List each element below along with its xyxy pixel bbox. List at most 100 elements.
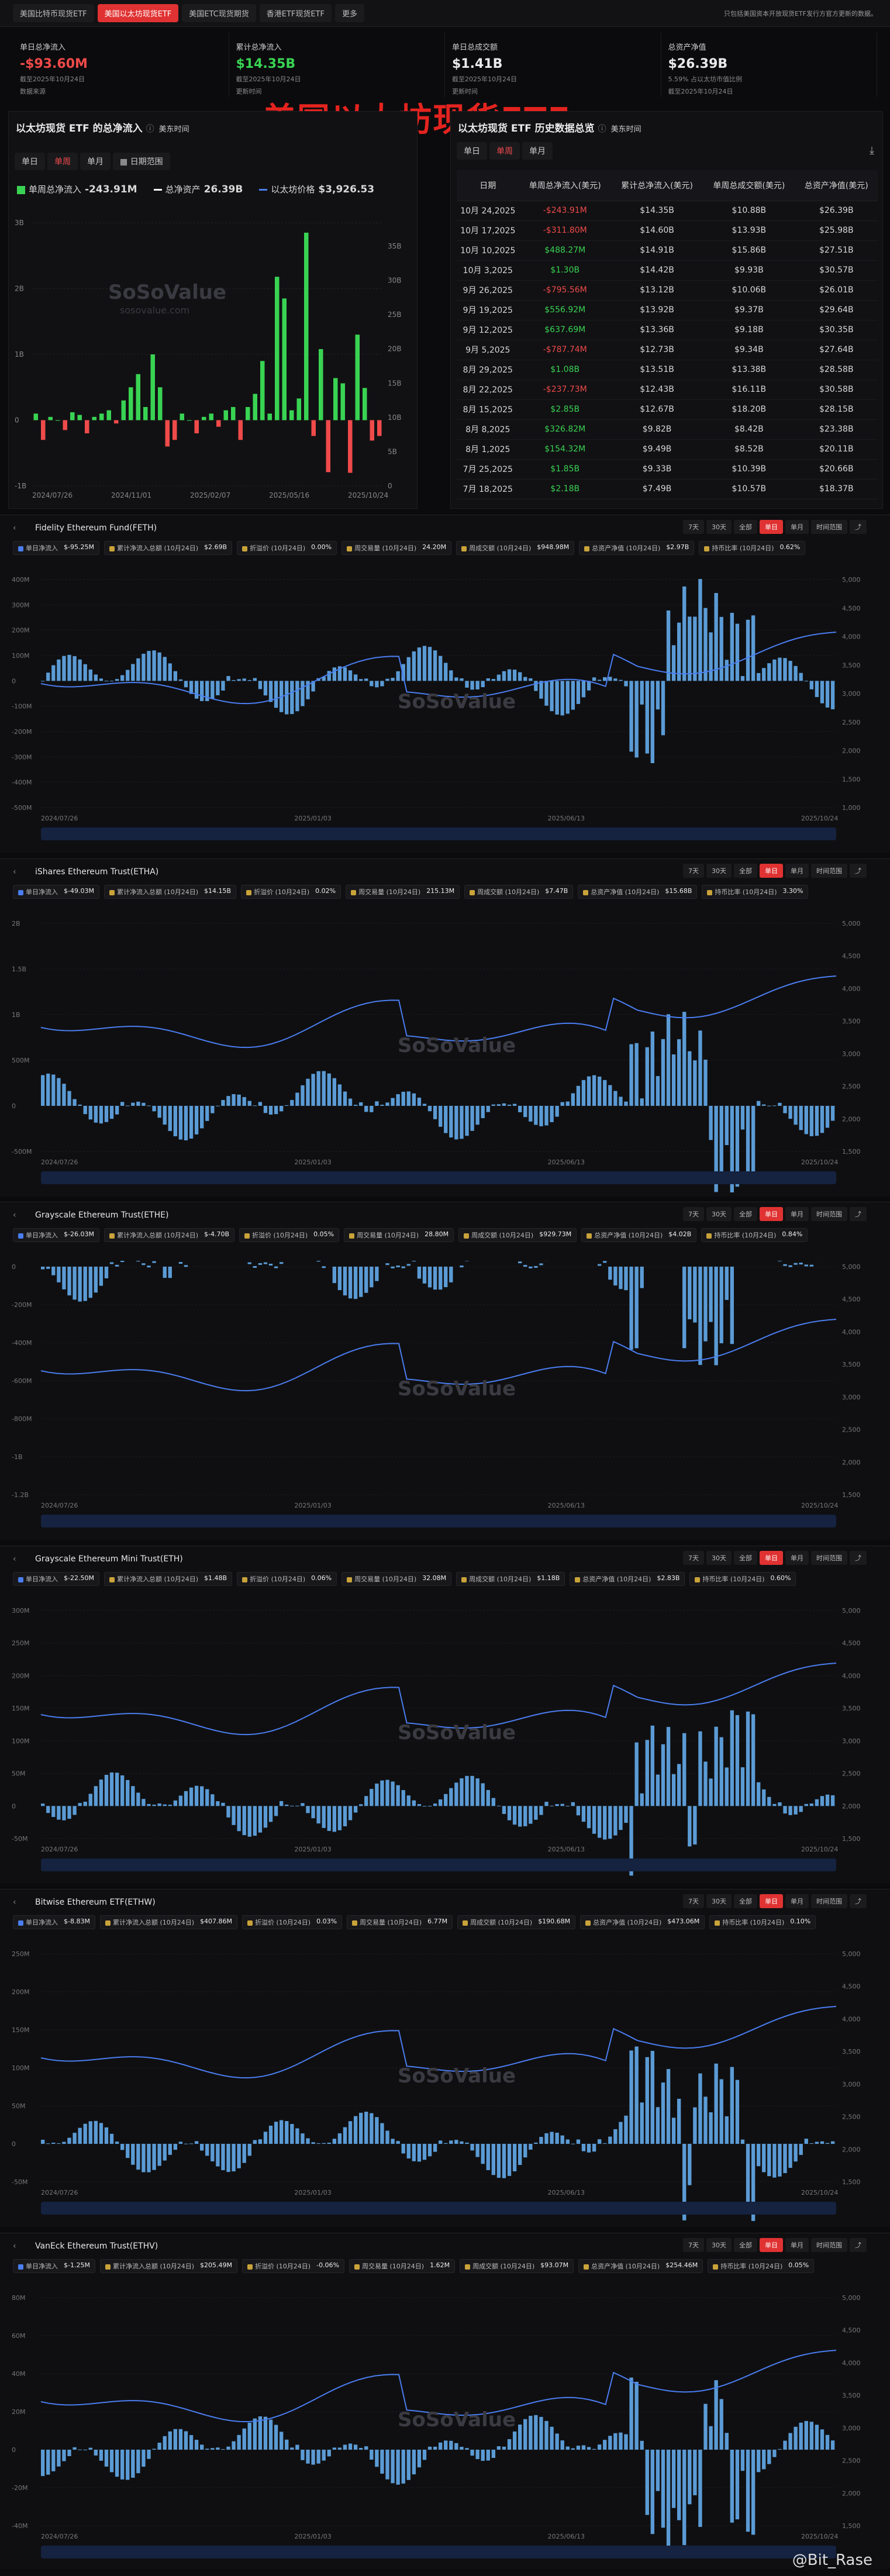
table-row[interactable]: 10月 3,2025 $1.30B $14.42B $9.93B $30.57B bbox=[457, 260, 878, 281]
flow-bar[interactable] bbox=[73, 656, 77, 681]
flow-bar[interactable] bbox=[88, 669, 92, 681]
flow-bar[interactable] bbox=[168, 2144, 172, 2155]
flow-bar[interactable] bbox=[311, 2450, 315, 2465]
flow-bar[interactable] bbox=[772, 2450, 777, 2457]
flow-bar[interactable] bbox=[640, 2440, 644, 2450]
flow-bar[interactable] bbox=[332, 2139, 337, 2144]
flow-bar[interactable] bbox=[576, 2139, 581, 2144]
flow-bar[interactable] bbox=[762, 1789, 766, 1806]
flow-bar[interactable] bbox=[825, 1794, 830, 1806]
flow-bar[interactable] bbox=[703, 1267, 708, 1342]
flow-bar[interactable] bbox=[173, 1106, 178, 1137]
flow-bar[interactable] bbox=[703, 1761, 708, 1806]
flow-bar[interactable] bbox=[401, 664, 405, 681]
flow-bar[interactable] bbox=[131, 1786, 135, 1806]
share-icon[interactable]: ⤴ bbox=[850, 1551, 867, 1565]
range-button[interactable]: 单日 bbox=[760, 1207, 783, 1221]
metric-chip[interactable]: 周成交额 (10月24日) $93.07M bbox=[460, 2259, 574, 2273]
tab-more[interactable]: 更多 bbox=[335, 4, 365, 22]
flow-bar[interactable] bbox=[311, 2142, 315, 2144]
column-header[interactable]: 日期 bbox=[457, 170, 519, 201]
flow-bar[interactable] bbox=[332, 667, 337, 681]
flow-bar[interactable] bbox=[253, 678, 257, 681]
flow-bar[interactable] bbox=[592, 2144, 596, 2152]
flow-bar[interactable] bbox=[406, 1091, 410, 1106]
metric-chip[interactable]: 单日净流入 $-22.50M bbox=[13, 1572, 99, 1586]
inflow-bar[interactable] bbox=[260, 361, 265, 420]
flow-bar[interactable] bbox=[375, 681, 379, 688]
inflow-bar[interactable] bbox=[267, 413, 272, 420]
flow-bar[interactable] bbox=[534, 2415, 538, 2450]
flow-bar[interactable] bbox=[301, 2133, 305, 2144]
flow-bar[interactable] bbox=[184, 1106, 188, 1141]
flow-bar[interactable] bbox=[444, 1794, 448, 1806]
flow-bar[interactable] bbox=[83, 1801, 87, 1806]
flow-bar[interactable] bbox=[348, 2121, 353, 2144]
flow-bar[interactable] bbox=[194, 1106, 199, 1134]
inflow-bar[interactable] bbox=[63, 420, 68, 430]
flow-bar[interactable] bbox=[735, 1715, 740, 1806]
flow-bar[interactable] bbox=[523, 1106, 527, 1118]
flow-bar[interactable] bbox=[598, 2444, 602, 2450]
flow-bar[interactable] bbox=[703, 2403, 708, 2450]
flow-bar[interactable] bbox=[152, 2144, 156, 2170]
flow-bar[interactable] bbox=[247, 1806, 251, 1837]
flow-bar[interactable] bbox=[481, 681, 485, 688]
table-row[interactable]: 8月 1,2025 $154.32M $9.49B $8.52B $20.11B bbox=[457, 439, 878, 460]
flow-bar[interactable] bbox=[735, 1106, 740, 1187]
flow-bar[interactable] bbox=[126, 1780, 130, 1806]
flow-bar[interactable] bbox=[433, 1803, 437, 1806]
flow-bar[interactable] bbox=[475, 2144, 480, 2157]
flow-bar[interactable] bbox=[512, 1103, 517, 1106]
column-header[interactable]: 累计总净流入(美元) bbox=[610, 170, 703, 201]
inflow-bar[interactable] bbox=[165, 420, 170, 447]
flow-bar[interactable] bbox=[496, 674, 501, 681]
flow-bar[interactable] bbox=[470, 1106, 474, 1131]
flow-bar[interactable] bbox=[762, 1104, 766, 1106]
flow-bar[interactable] bbox=[539, 2137, 543, 2144]
metric-chip[interactable]: 持币比率 (10月24日) 0.84% bbox=[701, 1228, 808, 1242]
flow-bar[interactable] bbox=[126, 2144, 130, 2158]
flow-bar[interactable] bbox=[147, 1803, 151, 1806]
flow-bar[interactable] bbox=[322, 2450, 326, 2461]
flow-bar[interactable] bbox=[337, 1267, 342, 1291]
flow-bar[interactable] bbox=[343, 1091, 347, 1106]
flow-bar[interactable] bbox=[263, 1262, 268, 1264]
flow-bar[interactable] bbox=[62, 2450, 66, 2461]
flow-bar[interactable] bbox=[650, 681, 655, 763]
flow-bar[interactable] bbox=[804, 1803, 808, 1806]
flow-bar[interactable] bbox=[746, 619, 750, 681]
flow-bar[interactable] bbox=[280, 1801, 284, 1806]
flow-bar[interactable] bbox=[719, 2399, 723, 2450]
flow-bar[interactable] bbox=[772, 1803, 777, 1806]
flow-bar[interactable] bbox=[523, 677, 527, 681]
flow-bar[interactable] bbox=[232, 2441, 236, 2450]
range-button[interactable]: 单月 bbox=[785, 1894, 809, 1908]
flow-bar[interactable] bbox=[200, 2144, 204, 2151]
flow-bar[interactable] bbox=[714, 2063, 718, 2144]
flow-bar[interactable] bbox=[316, 2143, 320, 2144]
flow-bar[interactable] bbox=[78, 1104, 82, 1106]
flow-bar[interactable] bbox=[152, 1261, 156, 1263]
flow-bar[interactable] bbox=[268, 1263, 273, 1265]
flow-bar[interactable] bbox=[332, 1806, 337, 1832]
btn-monthly[interactable]: 单月 bbox=[80, 153, 111, 170]
flow-bar[interactable] bbox=[581, 2445, 586, 2450]
flow-bar[interactable] bbox=[46, 673, 50, 681]
flow-bar[interactable] bbox=[178, 2429, 183, 2450]
flow-bar[interactable] bbox=[560, 681, 564, 716]
flow-bar[interactable] bbox=[772, 1105, 777, 1106]
flow-bar[interactable] bbox=[57, 2450, 61, 2467]
flow-bar[interactable] bbox=[682, 586, 687, 681]
flow-bar[interactable] bbox=[316, 2450, 320, 2464]
flow-bar[interactable] bbox=[794, 2144, 798, 2162]
flow-bar[interactable] bbox=[109, 2133, 114, 2144]
flow-bar[interactable] bbox=[555, 681, 559, 715]
flow-bar[interactable] bbox=[136, 658, 140, 681]
share-icon[interactable]: ⤴ bbox=[850, 520, 867, 534]
flow-bar[interactable] bbox=[539, 1806, 543, 1815]
flow-bar[interactable] bbox=[751, 2450, 756, 2535]
flow-bar[interactable] bbox=[131, 664, 135, 681]
flow-bar[interactable] bbox=[576, 681, 581, 704]
flow-bar[interactable] bbox=[274, 1266, 278, 1268]
